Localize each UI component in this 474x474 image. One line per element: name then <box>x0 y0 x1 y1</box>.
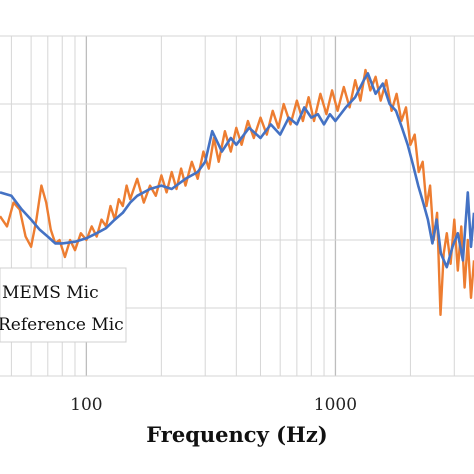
grid <box>0 35 474 377</box>
legend-label-mems: MEMS Mic <box>2 283 99 303</box>
series-group <box>0 68 474 316</box>
x-tick-label: 1000 <box>314 395 357 415</box>
series-line-mems-mic <box>0 72 474 269</box>
x-axis-title: Frequency (Hz) <box>146 422 327 447</box>
legend-label-reference: Reference Mic <box>0 315 124 335</box>
x-tick-labels: 100 1000 <box>70 395 357 415</box>
legend-box <box>0 267 127 343</box>
x-tick-label: 100 <box>70 395 102 415</box>
legend: MEMS Mic Reference Mic <box>0 267 127 343</box>
